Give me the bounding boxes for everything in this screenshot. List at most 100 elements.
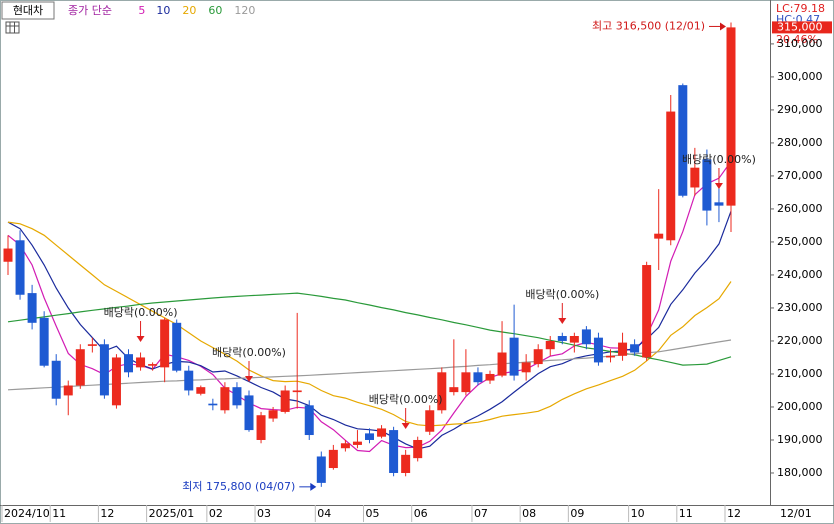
x-tick-label: 02 — [209, 507, 223, 520]
x-tick-label: 2024/10 — [4, 507, 50, 520]
x-tick-label: 10 — [631, 507, 645, 520]
y-tick-label: 200,000 — [777, 400, 823, 413]
x-tick-label: 05 — [366, 507, 380, 520]
candle-body — [714, 202, 724, 206]
candle-body — [509, 337, 519, 376]
low-annotation: 최저 175,800 (04/07) — [182, 480, 295, 493]
candle-body — [316, 456, 326, 483]
candle-body — [497, 352, 507, 376]
x-tick-label: 2025/01 — [149, 507, 195, 520]
candle-body — [232, 387, 242, 406]
annotation-arrowhead — [245, 376, 253, 382]
candle-body — [666, 111, 676, 241]
y-tick-label: 210,000 — [777, 367, 823, 380]
candle-body — [630, 344, 640, 353]
candle-body — [485, 373, 495, 381]
y-tick-label: 230,000 — [777, 301, 823, 314]
y-tick-label: 290,000 — [777, 103, 823, 116]
ticker-box[interactable] — [1, 1, 55, 20]
candle-body — [3, 248, 13, 262]
candle-body — [160, 319, 170, 368]
candle-body — [557, 336, 567, 341]
candle-body — [702, 159, 712, 211]
y-tick-label: 240,000 — [777, 268, 823, 281]
y-tick-label: 300,000 — [777, 70, 823, 83]
table-icon[interactable] — [5, 21, 20, 34]
candle-body — [208, 403, 218, 406]
x-tick-label: 08 — [522, 507, 536, 520]
candle-body — [642, 265, 652, 358]
current-price-box — [772, 21, 832, 34]
candle-body — [593, 337, 603, 363]
dividend-annotation: 배당락(0.00%) — [682, 153, 756, 166]
candle-body — [545, 340, 555, 350]
annotation-arrowhead — [558, 318, 567, 324]
annotation-arrowhead — [714, 183, 723, 189]
candle-body — [437, 372, 447, 411]
dividend-annotation: 배당락(0.00%) — [525, 288, 599, 301]
x-tick-label: 04 — [317, 507, 331, 520]
legend-entry: 10 — [156, 4, 170, 17]
annotation-arrowhead — [720, 22, 726, 31]
lc-info: LC:79.18 — [776, 2, 825, 15]
annotation-arrowhead — [136, 336, 145, 342]
candle-body — [292, 390, 302, 393]
y-tick-label: 270,000 — [777, 169, 823, 182]
candle-body — [690, 167, 700, 188]
candle-body — [654, 233, 664, 239]
candle-body — [280, 390, 290, 412]
y-tick-label: 220,000 — [777, 334, 823, 347]
candle-body — [27, 293, 37, 323]
candle-body — [124, 354, 133, 373]
candle-body — [304, 405, 314, 436]
candle-body — [425, 410, 435, 432]
candle-body — [111, 357, 121, 406]
annotation-arrowhead — [401, 423, 410, 429]
candle-body — [220, 387, 230, 411]
change-info: 20.46% — [776, 33, 818, 46]
y-tick-label: 280,000 — [777, 136, 823, 149]
x-tick-label: 09 — [570, 507, 584, 520]
annotation-arrowhead — [310, 482, 317, 491]
x-tick-label: 11 — [679, 507, 693, 520]
candle-body — [244, 395, 254, 431]
candle-body — [401, 454, 411, 473]
candle-body — [148, 364, 158, 366]
plot — [3, 22, 736, 487]
ticker: 현대차 — [13, 4, 43, 17]
candle-body — [172, 322, 182, 371]
candle-body — [606, 355, 615, 358]
candle-body — [678, 85, 688, 196]
x-tick-label: 03 — [257, 507, 271, 520]
x-tick-label: 12 — [727, 507, 741, 520]
candle-body — [256, 415, 266, 440]
x-tick-label: 11 — [52, 507, 66, 520]
moving-average-line — [7, 221, 732, 427]
legend-entry: 60 — [208, 4, 222, 17]
candle-body — [389, 430, 399, 473]
current-price-label: 315,000 — [777, 20, 823, 33]
candle-body — [268, 410, 278, 419]
candle-body — [726, 27, 736, 206]
candle-body — [533, 349, 543, 365]
dividend-annotation: 배당락(0.00%) — [369, 393, 443, 406]
x-tick-label: 07 — [474, 507, 488, 520]
candle-body — [377, 428, 387, 437]
high-annotation: 최고 316,500 (12/01) — [592, 19, 705, 32]
x-tick-label: 12 — [100, 507, 114, 520]
candle-body — [75, 349, 85, 386]
candle-body — [184, 370, 194, 391]
legend-entry: 5 — [138, 4, 145, 17]
candle-body — [581, 329, 591, 345]
y-tick-label: 190,000 — [777, 433, 823, 446]
candle-body — [340, 443, 350, 449]
legend-entry: 20 — [182, 4, 196, 17]
y-tick-label: 260,000 — [777, 202, 823, 215]
legend-entry: 120 — [234, 4, 255, 17]
dividend-annotation: 배당락(0.00%) — [104, 306, 178, 319]
candle-body — [99, 344, 109, 396]
y-tick-label: 250,000 — [777, 235, 823, 248]
y-tick-label: 310,000 — [777, 37, 823, 50]
legend: 종가 단순 5 10 20 60 120 — [68, 4, 255, 17]
